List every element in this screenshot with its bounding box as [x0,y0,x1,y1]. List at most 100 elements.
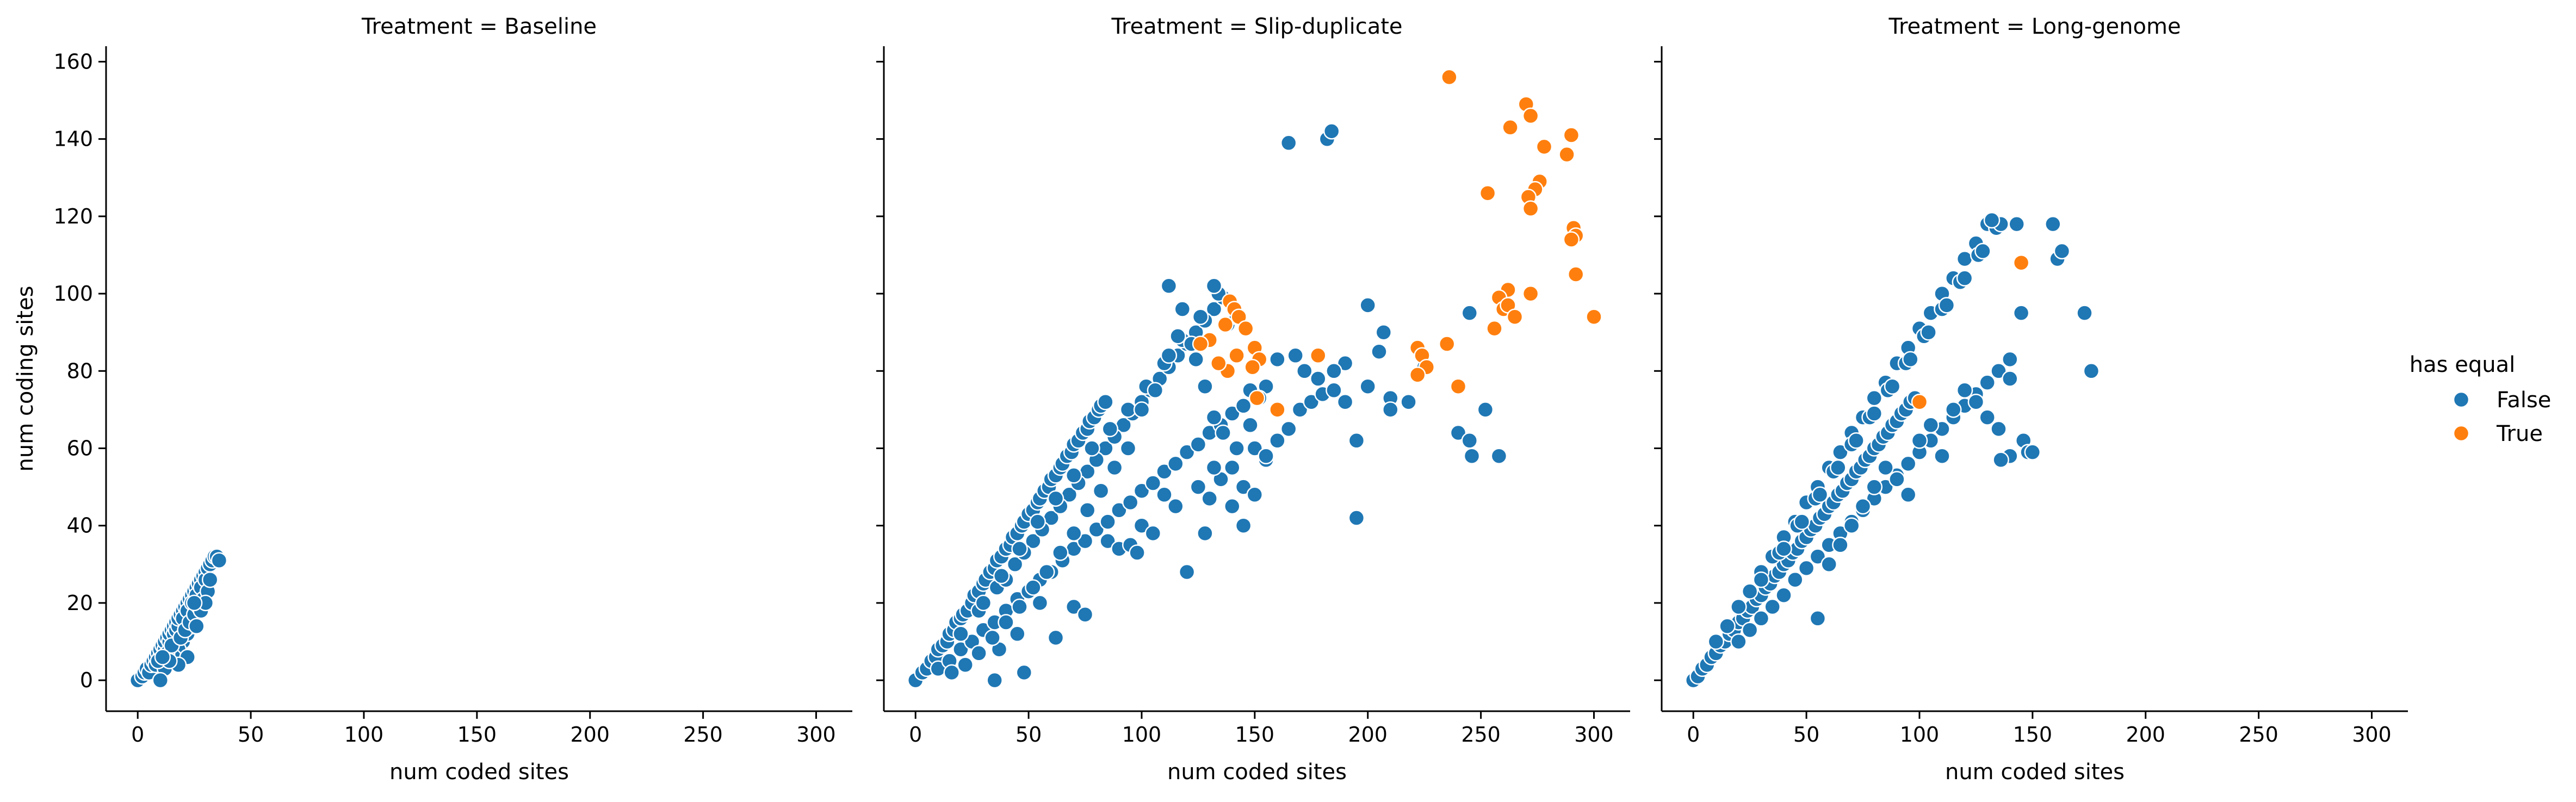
y-tick-label: 0 [80,668,93,692]
data-point [2045,215,2061,233]
x-tick-label: 150 [2013,723,2053,747]
data-point [1079,502,1096,519]
x-axis-label: num coded sites [1167,760,1347,785]
data-point [1092,482,1110,499]
x-tick-label: 150 [1235,723,1275,747]
data-point [1167,455,1184,473]
data-point [1359,378,1376,395]
data-point [1101,420,1119,438]
data-point [1922,416,1940,434]
series-false [1685,212,2100,689]
x-tick-label: 0 [1687,723,1700,747]
data-point [1787,571,1804,588]
x-tick-label: 250 [2239,723,2278,747]
data-point [986,672,1003,689]
data-point [1235,397,1252,414]
data-point [185,594,203,612]
data-point [1463,447,1481,464]
data-point [1269,432,1286,449]
data-point [210,552,228,569]
series-false [129,548,228,689]
x-tick-label: 250 [683,723,723,747]
data-point [1567,266,1584,283]
data-point [1156,463,1173,480]
data-point [1047,490,1064,507]
legend-title: has equal [2410,352,2515,377]
data-point [1280,420,1297,438]
data-point [1258,447,1274,464]
y-tick-label: 20 [67,591,93,615]
x-axis-label: num coded sites [389,760,569,785]
data-point [1866,389,1883,407]
data-point [1133,517,1150,534]
data-point [1911,432,1928,449]
data-point [1741,621,1758,638]
data-point [1400,393,1417,411]
data-point [1375,324,1392,341]
data-point [1065,467,1082,484]
legend-label: False [2497,388,2551,413]
data-point [1169,328,1186,345]
data-point [1156,486,1173,503]
data-point [993,567,1010,585]
data-point [1296,363,1313,380]
data-point [1809,610,1826,627]
facet-panel: Treatment = Baseline 0 50 100 150 200 250 300 0 2… [13,14,852,785]
x-tick-label: 300 [2352,723,2392,747]
data-point [1310,370,1327,387]
data-point [152,672,169,689]
data-point [1899,486,1917,503]
data-point [1450,378,1467,395]
data-point [1119,440,1137,457]
data-point [1129,544,1145,561]
x-tick-label: 50 [1793,723,1819,747]
data-point [1133,401,1150,418]
x-tick-label: 150 [457,723,497,747]
series-true [1192,69,1602,418]
data-point [1076,532,1094,550]
data-point [1502,119,1519,136]
data-point [1244,358,1261,376]
data-point [1820,556,1837,573]
data-point [1409,366,1426,383]
data-point [1246,440,1264,457]
series-false [907,123,1508,689]
data-point [1099,532,1116,550]
data-point [1336,393,1354,411]
data-point [1287,347,1304,364]
data-point [957,656,974,673]
data-point [1348,432,1365,449]
x-tick-label: 200 [570,723,610,747]
data-point [1192,308,1209,325]
data-point [1477,401,1494,418]
data-point [1979,409,1996,426]
facet-panel: Treatment = Slip-duplicate 0 50 100 150 200 25… [876,14,1630,785]
data-point [1178,444,1196,461]
data-point [1854,498,1872,515]
data-point [1076,606,1094,623]
data-point [2013,254,2030,271]
data-point [1237,320,1254,337]
data-point [201,571,219,588]
data-point [975,594,992,612]
data-point [1326,363,1342,380]
x-tick-label: 200 [1348,723,1388,747]
x-tick-label: 0 [909,723,922,747]
data-point [1326,382,1342,399]
y-axis-label: num coding sites [13,286,38,472]
data-point [1197,525,1213,542]
data-point [1291,401,1309,418]
data-point [1938,297,1955,314]
data-point [1190,478,1207,495]
data-point [1147,382,1164,399]
x-tick-label: 100 [1900,723,1940,747]
facet-title: Treatment = Slip-duplicate [1111,14,1402,39]
data-point [1269,351,1286,368]
data-point [1522,200,1539,217]
data-point [1224,498,1241,515]
data-point [1303,393,1320,411]
data-point [2053,243,2071,260]
data-point [1224,405,1241,422]
data-point [1830,459,1847,476]
